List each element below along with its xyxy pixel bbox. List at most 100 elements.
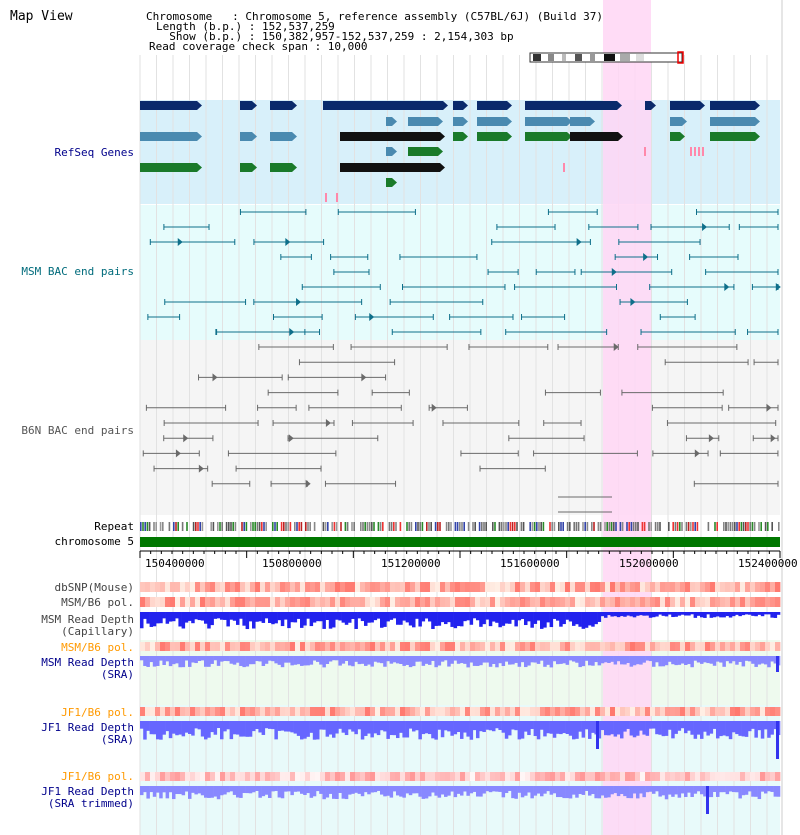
track-label-repeat[interactable]: Repeat [94,520,134,533]
jf1-trimmed-depth-bar [412,786,416,794]
jf1-sra-depth-bar [479,721,483,732]
refseq-gene [670,117,682,126]
msm-capillary-depth-bar [693,612,698,618]
track-label-jf1-b6-pol-2[interactable]: JF1/B6 pol. [61,770,134,783]
jf1-trimmed-depth-bar [280,786,285,799]
msm-pol-sra-heat-cell [620,642,626,651]
jf1-trimmed-depth-bar [309,786,314,798]
jf1-sra-depth-bar [210,721,214,733]
jf1-pol2-heat-cell [710,772,716,781]
jf1-pol2-heat-cell [740,772,746,781]
b6n-bac-pair-arrow [288,434,294,443]
track-label-dbsnp[interactable]: dbSNP(Mouse) [54,581,134,594]
gene-strand-arrow [755,101,760,110]
msm-pol-heat-cell [725,597,731,607]
dbsnp-heat-cell [680,582,686,592]
jf1-trimmed-depth-bar [520,786,525,798]
msm-sra-depth-bar [744,656,749,661]
repeat-element [494,522,496,531]
msm-pol-sra-heat-cell [235,642,241,651]
track-label-b6n-bac[interactable]: B6N BAC end pairs [21,424,134,437]
track-label-msm-b6-pol-sra[interactable]: MSM/B6 pol. [61,641,134,654]
jf1-sra-depth-spike [596,721,599,749]
msm-capillary-depth-bar [440,612,445,623]
repeat-element [186,522,188,531]
repeat-element [410,522,413,531]
msm-bac-pair-arrow [643,253,649,261]
jf1-pol2-heat-cell [515,772,521,781]
jf1-sra-depth-bar [725,721,730,737]
jf1-sra-depth-bar [690,721,694,735]
track-label-jf1-depth-trimmed[interactable]: JF1 Read Depth [41,785,134,798]
page-title: Map View [10,9,73,24]
track-label-refseq[interactable]: RefSeq Genes [54,146,134,159]
jf1-trimmed-depth-bar [316,786,320,792]
repeat-element [142,522,144,531]
msm-pol-sra-heat-cell [730,642,736,651]
msm-capillary-depth-bar [476,612,480,621]
jf1-sra-depth-bar [578,721,582,732]
msm-sra-depth-bar [559,656,563,664]
msm-pol-heat-cell [470,597,476,607]
msm-pol-sra-heat-cell [485,642,491,651]
repeat-element [261,522,263,531]
msm-capillary-depth-bar [642,612,646,616]
track-label-msm-depth-sra[interactable]: MSM Read Depth [41,656,134,669]
msm-pol-heat-cell [410,597,416,607]
msm-sra-depth-bar [728,656,733,664]
dbsnp-heat-cell [605,582,611,592]
msm-pol-sra-heat-cell [220,642,226,651]
jf1-sra-depth-bar [463,721,467,733]
track-label-jf1-depth-sra[interactable]: JF1 Read Depth [41,721,134,734]
jf1-pol2-heat-cell [385,772,391,781]
jf1-pol2-heat-cell [690,772,696,781]
jf1-pol-heat-cell [420,707,426,716]
track-label-chromosome[interactable]: chromosome 5 [54,535,134,548]
msm-sra-depth-bar [268,656,272,661]
jf1-trimmed-depth-bar [604,786,608,798]
jf1-pol-heat-cell [560,707,566,716]
msm-capillary-depth-bar [290,612,294,623]
jf1-sra-depth-bar [245,721,250,737]
msm-pol-sra-heat-cell [665,642,671,651]
track-label-msm-depth-capillary[interactable]: MSM Read Depth [41,613,134,626]
jf1-sra-depth-bar [764,721,768,730]
jf1-sra-depth-bar [437,721,442,730]
msm-sra-depth-bar [405,656,410,665]
msm-pol-sra-heat-cell [140,642,146,651]
msm-sra-depth-bar [242,656,246,668]
msm-pol-sra-heat-cell [500,642,506,651]
jf1-sra-depth-bar [600,721,605,731]
track-label-msm-b6-pol[interactable]: MSM/B6 pol. [61,596,134,609]
jf1-pol-heat-cell [450,707,456,716]
dbsnp-heat-cell [565,582,571,592]
repeat-element [771,522,773,531]
msm-pol-heat-cell [275,597,281,607]
msm-capillary-depth-bar [706,612,710,615]
repeat-element [542,522,545,531]
msm-sra-depth-bar [591,656,595,666]
track-label-jf1-b6-pol[interactable]: JF1/B6 pol. [61,706,134,719]
msm-pol-sra-heat-cell [170,642,176,651]
jf1-pol-heat-cell [675,707,681,716]
jf1-pol-heat-cell [280,707,286,716]
msm-pol-heat-cell [500,597,506,607]
repeat-element [366,522,369,531]
jf1-pol-heat-cell [625,707,631,716]
msm-capillary-depth-bar [658,612,662,615]
refseq-gene [240,132,252,141]
msm-capillary-depth-bar [751,612,755,616]
track-label-msm-bac[interactable]: MSM BAC end pairs [21,265,134,278]
dbsnp-heat-cell [655,582,661,592]
msm-capillary-depth-bar [604,612,608,618]
repeat-element [753,522,756,531]
msm-capillary-depth-bar [757,612,762,615]
jf1-pol2-heat-cell [605,772,611,781]
msm-capillary-depth-bar [773,612,778,618]
msm-capillary-depth-bar [460,612,464,627]
jf1-sra-depth-bar [191,721,195,736]
jf1-sra-depth-bar [274,721,278,740]
jf1-pol-heat-cell [710,707,716,716]
jf1-pol2-heat-cell [555,772,561,781]
msm-capillary-depth-bar [421,612,426,622]
